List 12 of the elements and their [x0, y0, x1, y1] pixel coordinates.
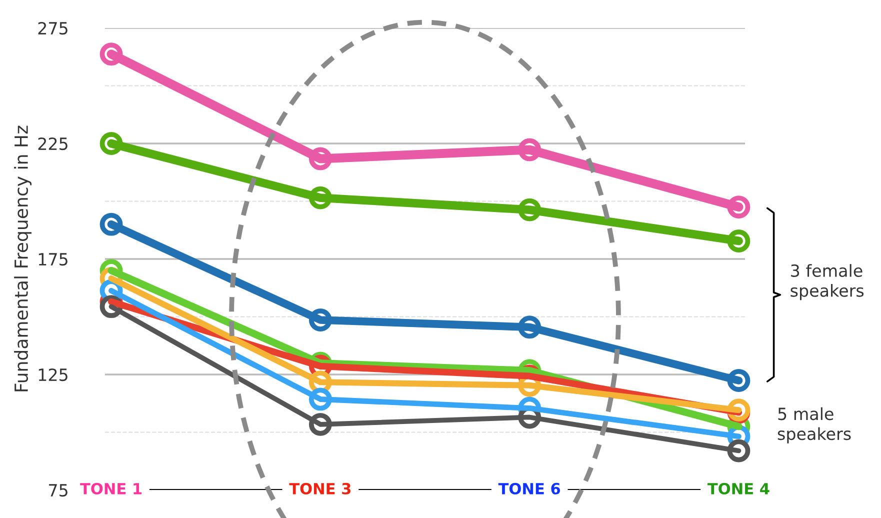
- y-axis-title: Fundamental Frequency in Hz: [14, 126, 32, 392]
- y-tick-label: 275: [38, 22, 68, 35]
- y-tick-label: 175: [38, 253, 68, 266]
- x-tick-label: TONE 4: [708, 482, 770, 494]
- text: 3 female speakers: [790, 264, 864, 300]
- y-tick-label: 75: [49, 484, 68, 497]
- y-tick-label: 225: [38, 137, 68, 150]
- y-tick-label: 125: [38, 368, 68, 382]
- x-tick-label: TONE 3: [289, 482, 350, 494]
- x-tick-label: TONE 1: [80, 482, 142, 494]
- x-tick-label: TONE 6: [498, 482, 560, 494]
- text: 5 male speakers: [778, 407, 851, 444]
